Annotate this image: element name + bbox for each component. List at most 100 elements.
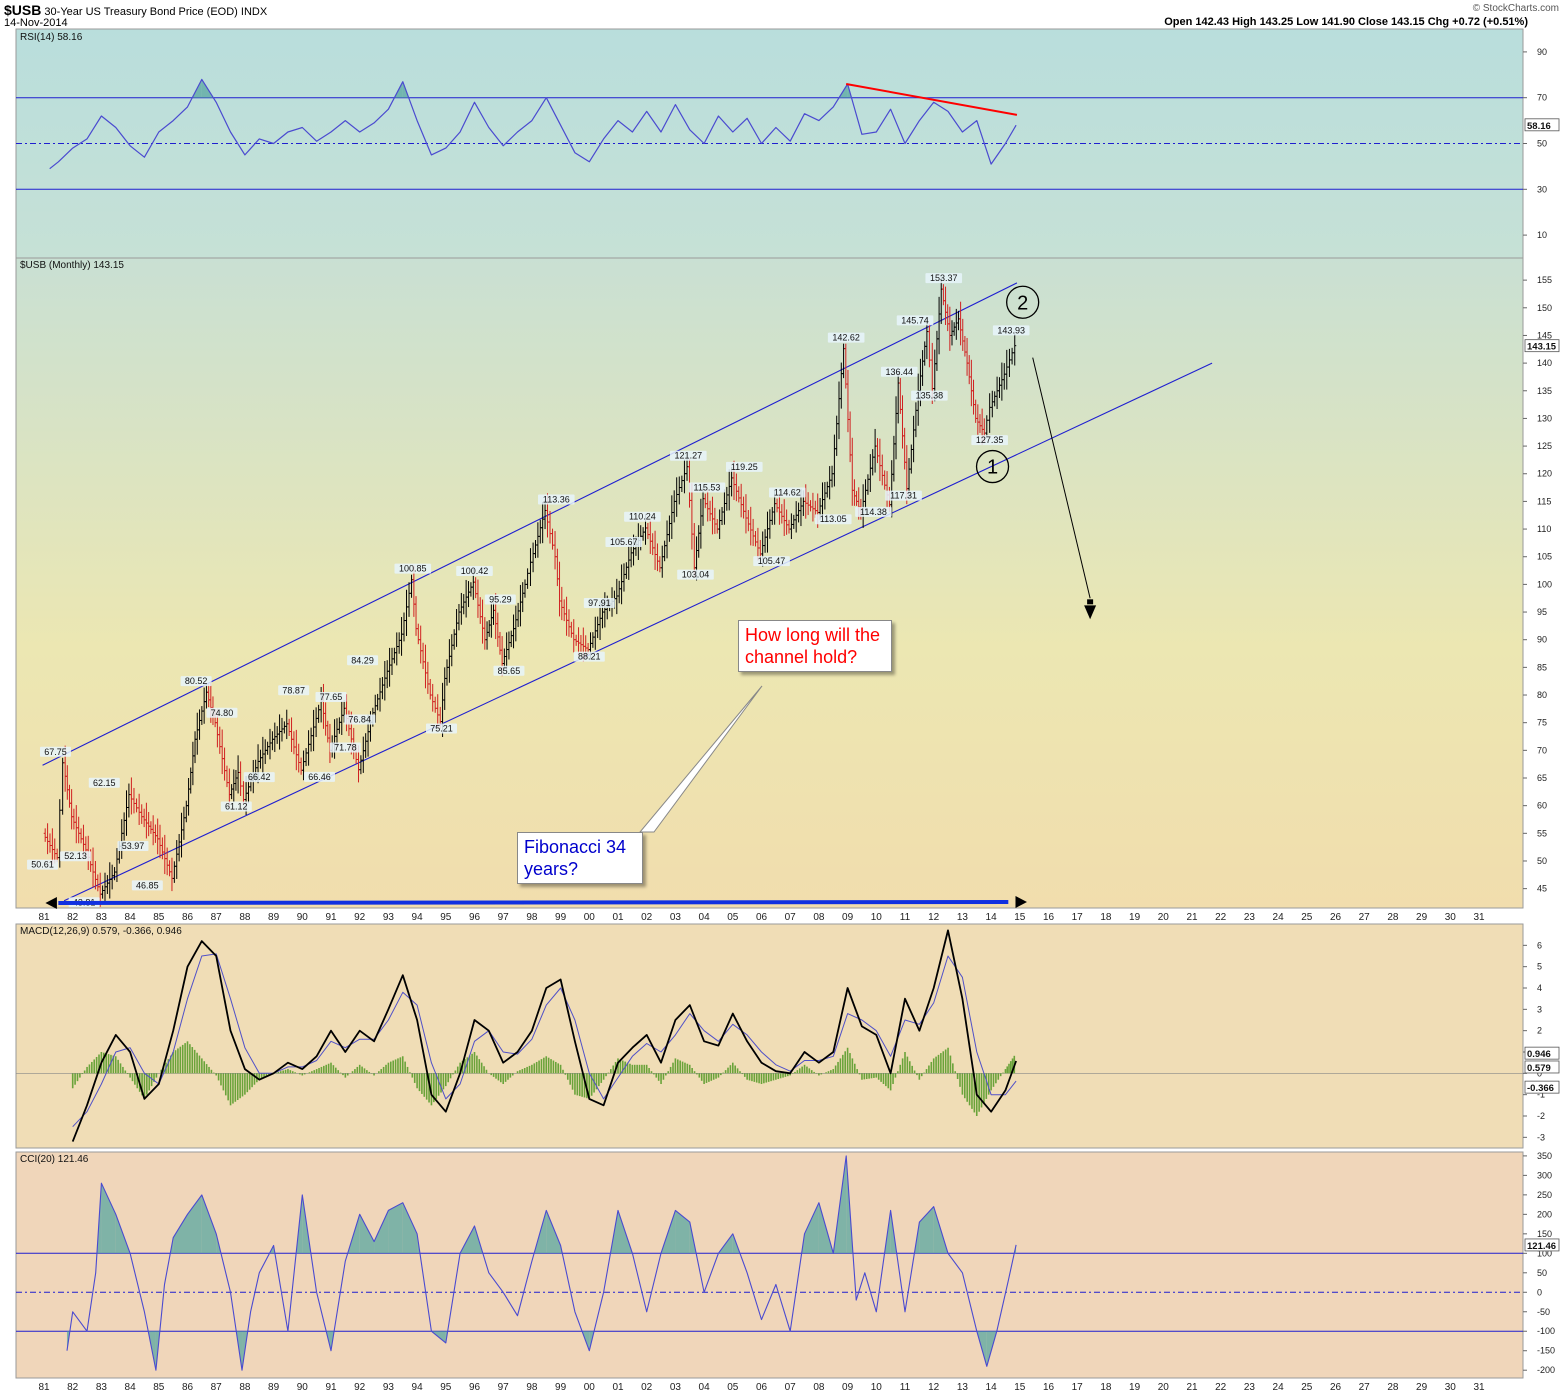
cci-overbought-fill — [201, 1194, 217, 1254]
price-point-label: 145.74 — [901, 315, 929, 325]
price-point-label-bg — [304, 771, 336, 782]
price-point-label-bg — [725, 461, 763, 472]
y-tick-label: -200 — [1537, 1365, 1555, 1375]
price-point-label: 76.84 — [348, 715, 371, 725]
x-tick-label-price: 91 — [325, 912, 337, 923]
y-tick-label: -50 — [1537, 1307, 1550, 1317]
x-tick-label-price: 30 — [1445, 912, 1457, 923]
x-tick-label-price: 02 — [641, 912, 653, 923]
y-tick-label: -3 — [1537, 1132, 1545, 1142]
x-axis: 81 81 82 82 83 83 84 84 85 85 86 86 87 87 88 88 89 89 90 90… — [38, 912, 1485, 1393]
security-title: 30-Year US Treasury Bond Price (EOD) — [44, 6, 238, 18]
rsi-current-value: 58.16 — [1527, 121, 1551, 132]
x-tick-label-price: 09 — [842, 912, 854, 923]
macd-panel: -3-2-10123456MACD(12,26,9) 0.579, -0.366… — [15, 923, 1560, 1149]
y-tick-label: 200 — [1537, 1209, 1552, 1219]
price-point-label-bg — [971, 435, 1008, 446]
projection-arrow-head — [1084, 605, 1097, 620]
x-tick-label-price: 15 — [1014, 912, 1026, 923]
x-tick-label-bottom: 26 — [1330, 1382, 1342, 1393]
x-tick-label-price: 27 — [1359, 912, 1371, 923]
x-tick-label-bottom: 12 — [928, 1382, 940, 1393]
x-tick-label-bottom: 31 — [1473, 1382, 1485, 1393]
y-tick-label: 50 — [1537, 856, 1547, 866]
cci-overbought-fill — [101, 1183, 116, 1254]
wave-label: 1 — [987, 457, 998, 479]
y-tick-label: 2 — [1537, 1026, 1542, 1036]
cci-line — [66, 1155, 1017, 1371]
price-point-label-bg — [688, 482, 726, 493]
price-point-label-bg — [344, 714, 376, 725]
price-point-label: 95.29 — [489, 594, 512, 604]
y-tick-label: 75 — [1537, 718, 1547, 728]
y-tick-label: 350 — [1537, 1151, 1552, 1161]
price-point-label: 127.35 — [976, 435, 1004, 445]
price-point-label: 62.15 — [93, 778, 116, 788]
y-tick-label: 130 — [1537, 413, 1552, 423]
price-panel-background — [15, 257, 1524, 909]
x-tick-label-bottom: 88 — [239, 1382, 251, 1393]
x-tick-label-price: 18 — [1100, 912, 1112, 923]
x-tick-label-price: 12 — [928, 912, 940, 923]
y-tick-label: 105 — [1537, 552, 1552, 562]
cci-overbought-fill — [187, 1194, 202, 1254]
x-tick-label-bottom: 07 — [785, 1382, 797, 1393]
rsi-current-value-box — [1524, 118, 1560, 132]
price-point-label: 100.42 — [461, 566, 489, 576]
fibonacci-span-bar — [58, 900, 1009, 905]
y-tick-label: 125 — [1537, 441, 1552, 451]
x-tick-label-bottom: 87 — [211, 1382, 223, 1393]
price-point-label-bg — [573, 651, 605, 662]
x-tick-label-price: 06 — [756, 912, 768, 923]
x-tick-label-bottom: 24 — [1273, 1382, 1285, 1393]
x-tick-label-bottom: 23 — [1244, 1382, 1256, 1393]
x-tick-label-price: 13 — [957, 912, 969, 923]
y-tick-label: 65 — [1537, 773, 1547, 783]
x-tick-label-bottom: 82 — [67, 1382, 79, 1393]
price-point-label-bg — [278, 685, 310, 696]
x-tick-label-price: 94 — [412, 912, 424, 923]
y-tick-label: 6 — [1537, 940, 1542, 950]
price-point-label: 136.44 — [885, 367, 913, 377]
price-point-label: 103.04 — [682, 570, 710, 580]
price-point-label: 97.91 — [588, 598, 611, 608]
x-tick-label-price: 99 — [555, 912, 567, 923]
x-tick-label-bottom: 85 — [153, 1382, 165, 1393]
x-tick-label-bottom: 17 — [1072, 1382, 1084, 1393]
y-tick-label: -1 — [1537, 1090, 1545, 1100]
price-point-label: 115.53 — [694, 482, 721, 492]
price-point-label: 71.78 — [334, 742, 357, 752]
x-tick-label-bottom: 89 — [268, 1382, 280, 1393]
price-point-label: 121.27 — [675, 451, 703, 461]
cci-panel-background — [15, 1151, 1524, 1379]
y-tick-label: 0 — [1537, 1287, 1542, 1297]
y-tick-label: 90 — [1537, 47, 1547, 57]
channel-question-callout: How long will the channel hold? — [738, 620, 892, 672]
price-point-label: 105.47 — [758, 556, 786, 566]
x-tick-label-bottom: 91 — [325, 1382, 337, 1393]
price-point-label-bg — [180, 676, 212, 687]
x-tick-label-bottom: 83 — [96, 1382, 108, 1393]
macd-line — [71, 929, 1017, 1142]
y-tick-label: 50 — [1537, 139, 1547, 149]
price-point-label: 80.52 — [185, 676, 208, 686]
x-tick-label-price: 86 — [182, 912, 194, 923]
wave-label-circle — [975, 449, 1010, 484]
price-point-label-bg — [484, 594, 516, 605]
x-tick-label-price: 00 — [584, 912, 596, 923]
cci-overbought-fill — [173, 1214, 188, 1254]
price-point-label-bg — [425, 723, 457, 734]
wave-label-circle — [1006, 285, 1040, 319]
x-tick-label-bottom: 95 — [440, 1382, 452, 1393]
price-point-label-bg — [329, 742, 361, 753]
x-tick-label-price: 08 — [813, 912, 825, 923]
price-point-label: 85.65 — [498, 666, 521, 676]
y-tick-label: 45 — [1537, 884, 1547, 894]
y-tick-label: -2 — [1537, 1111, 1545, 1121]
x-tick-label-price: 28 — [1387, 912, 1399, 923]
price-point-label-bg — [583, 597, 615, 608]
x-tick-label-price: 04 — [699, 912, 711, 923]
x-tick-label-bottom: 92 — [354, 1382, 366, 1393]
projection-arrow-stem — [1087, 599, 1094, 605]
price-point-label: 114.62 — [774, 488, 801, 498]
